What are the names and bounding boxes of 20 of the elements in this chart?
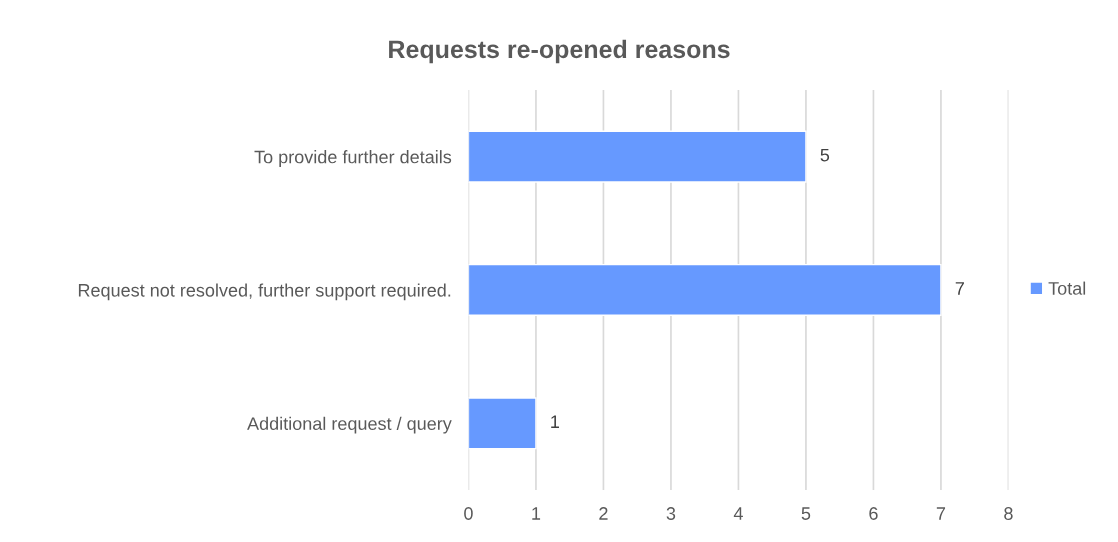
x-tick-label: 3 bbox=[666, 507, 676, 520]
x-tick-label: 7 bbox=[936, 507, 946, 520]
y-tick-label: Request not resolved, further support required. bbox=[78, 283, 451, 301]
data-label: 7 bbox=[955, 282, 964, 295]
x-tick-label: 8 bbox=[1004, 507, 1013, 520]
x-tick-label: 6 bbox=[869, 507, 878, 520]
data-label: 5 bbox=[820, 148, 830, 162]
data-label: 1 bbox=[551, 415, 559, 428]
chart-title: Requests re-opened reasons bbox=[389, 39, 730, 64]
x-tick-label: 5 bbox=[801, 507, 811, 520]
bar bbox=[468, 397, 537, 450]
x-tick-label: 0 bbox=[464, 507, 473, 520]
x-tick-label: 1 bbox=[532, 507, 541, 520]
y-tick-label: Additional request / query bbox=[247, 416, 452, 434]
bar bbox=[468, 263, 942, 316]
y-tick-label: To provide further details bbox=[254, 150, 452, 167]
bar bbox=[468, 130, 807, 183]
x-tick-label: 4 bbox=[733, 507, 743, 520]
legend-label: Total bbox=[1048, 281, 1086, 295]
x-tick-label: 2 bbox=[599, 507, 608, 520]
